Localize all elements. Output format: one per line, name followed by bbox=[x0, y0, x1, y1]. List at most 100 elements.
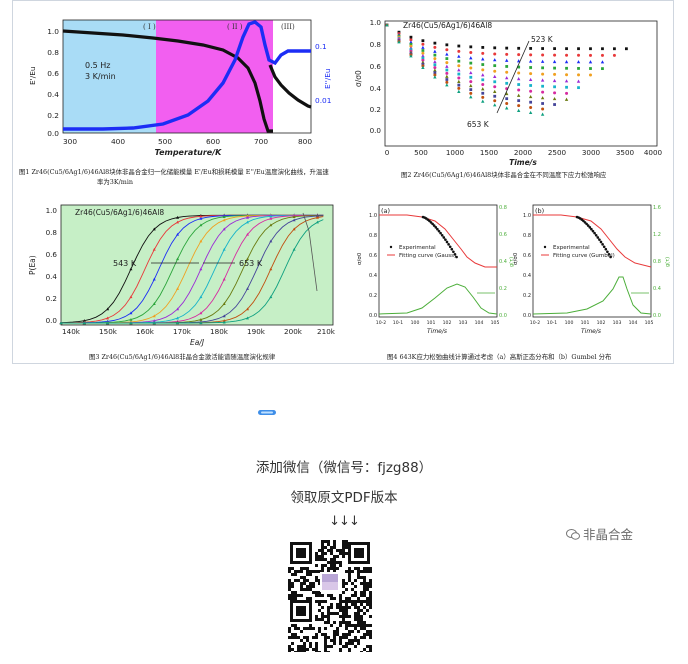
fig2-point bbox=[445, 68, 449, 72]
fig2-point bbox=[469, 88, 473, 92]
fig2-ytick: 0.2 bbox=[370, 105, 381, 114]
fig1-caption-line2: 率为3K/min bbox=[97, 178, 133, 186]
fig2-point bbox=[445, 48, 449, 52]
fig4-exp-point bbox=[447, 243, 450, 246]
fig2-point bbox=[588, 60, 593, 64]
fig2-point bbox=[541, 53, 545, 57]
fig4b-xtick: 103 bbox=[613, 320, 622, 326]
fig1-region-3: (III) bbox=[281, 23, 295, 31]
fig2-point bbox=[553, 47, 556, 51]
fig2-point bbox=[457, 68, 461, 72]
fig2-point bbox=[457, 76, 461, 80]
fig3-xtick: 190k bbox=[247, 327, 266, 336]
fig3-point bbox=[246, 220, 250, 224]
fig3-point bbox=[315, 215, 319, 219]
fig3-point bbox=[246, 307, 250, 311]
fig2-point bbox=[433, 73, 437, 77]
fig2-point bbox=[481, 57, 485, 61]
fig1-ytick-right: 0.01 bbox=[315, 96, 332, 105]
fig3-point bbox=[152, 302, 156, 305]
fig4-exp-point bbox=[453, 253, 457, 256]
fig2-point bbox=[457, 89, 461, 93]
fig2-point bbox=[541, 47, 545, 50]
qr-code[interactable] bbox=[288, 540, 372, 652]
fig2-point bbox=[577, 86, 580, 90]
fig2-point bbox=[469, 51, 473, 55]
fig2-point bbox=[505, 76, 509, 80]
fig4-ytick: 1.0 bbox=[369, 213, 377, 219]
fig2-point bbox=[481, 99, 485, 103]
fig2-point bbox=[421, 39, 425, 43]
fig3-point bbox=[222, 302, 226, 305]
fig2-point bbox=[409, 54, 413, 58]
fig3-point bbox=[246, 232, 250, 236]
fig2-point bbox=[433, 68, 437, 72]
fig2-point bbox=[529, 84, 533, 87]
fig3-point bbox=[199, 223, 203, 227]
fig2-point bbox=[421, 51, 425, 55]
fig2-point bbox=[433, 75, 437, 79]
fig3-point bbox=[176, 232, 180, 236]
fig2-point bbox=[601, 47, 604, 51]
fig1-dma-chart: ( I ) ( II ) (III) 0.5 Hz 3 K/min 1.0 0.… bbox=[28, 19, 332, 157]
fig2-point bbox=[493, 64, 497, 68]
fig4a-rtick: 0.2 bbox=[499, 286, 507, 292]
fig2-point bbox=[565, 85, 568, 89]
fig4-ytick: 1.0 bbox=[523, 213, 531, 219]
fig3-title: Zr46(Cu5/6Ag1/6)46Al8 bbox=[75, 208, 164, 217]
fig3-ylabel: P(Ea) bbox=[28, 255, 37, 275]
fig4-exp-point bbox=[596, 236, 600, 239]
fig3-point bbox=[222, 247, 226, 251]
fig2-point bbox=[481, 95, 485, 99]
fig3-low-label: 543 K bbox=[113, 259, 137, 268]
fig2-point bbox=[457, 44, 461, 48]
fig3-point bbox=[292, 247, 296, 251]
fig4-exp-point bbox=[588, 226, 592, 229]
fig2-point bbox=[613, 47, 616, 51]
fig2-ytick: 0.6 bbox=[370, 62, 382, 71]
fig2-high-label: 523 K bbox=[531, 35, 554, 44]
fig2-ytick: 0.0 bbox=[370, 126, 382, 135]
fig1-xtick: 500 bbox=[158, 137, 172, 146]
fig2-ylabel: σ/σ0 bbox=[354, 70, 363, 87]
fig3-ytick: 0.8 bbox=[46, 228, 58, 237]
fig2-point bbox=[493, 74, 497, 78]
fig1-region-2: ( II ) bbox=[227, 23, 243, 31]
wechat-add-text: 添加微信（微信号：fjzg88） bbox=[255, 460, 433, 476]
fig4-ytick: 0.2 bbox=[523, 293, 531, 299]
fig4-fitting-chart: (a) Experimental Fitting curve (Gauss) (… bbox=[357, 204, 671, 335]
fig1-ytick: 0.8 bbox=[47, 48, 59, 57]
fig4a-xtick: 104 bbox=[475, 320, 484, 326]
fig2-xtick: 2500 bbox=[548, 148, 567, 157]
fig3-point bbox=[152, 227, 156, 231]
fig2-point bbox=[457, 86, 461, 90]
fig4b-xtick: 101 bbox=[581, 320, 590, 326]
fig2-point bbox=[445, 64, 449, 68]
fig4-exp-point bbox=[609, 255, 612, 259]
fig1-xlabel: Temperature/K bbox=[155, 148, 222, 157]
fig3-point bbox=[176, 220, 180, 224]
fig3-point bbox=[269, 239, 273, 243]
fig2-point bbox=[553, 85, 556, 89]
fig2-point bbox=[564, 79, 569, 83]
fig3-activation-spectrum-chart: Zr46(Cu5/6Ag1/6)46Al8 543 K 653 K 1.0 0.… bbox=[28, 204, 336, 347]
fig3-point bbox=[269, 267, 273, 271]
fig2-point bbox=[445, 71, 449, 75]
fig2-point bbox=[469, 70, 473, 75]
pdf-request-text: 领取原文PDF版本 bbox=[290, 490, 398, 506]
fig3-point bbox=[152, 319, 156, 322]
fig3-xtick: 160k bbox=[136, 327, 155, 336]
fig2-point bbox=[600, 53, 604, 57]
fig3-high-label: 653 K bbox=[239, 259, 263, 268]
fig3-point bbox=[199, 321, 203, 325]
fig3-xtick: 200k bbox=[284, 327, 303, 336]
fig2-point bbox=[397, 40, 401, 44]
fig2-point bbox=[577, 53, 581, 57]
fig2-point bbox=[493, 85, 497, 89]
fig2-point bbox=[517, 99, 521, 103]
fig4b-xlabel: Time/s bbox=[581, 328, 601, 335]
fig3-point bbox=[292, 218, 296, 222]
fig3-point bbox=[199, 267, 203, 271]
fig2-point bbox=[577, 47, 580, 51]
fig2-xtick: 4000 bbox=[644, 148, 663, 157]
